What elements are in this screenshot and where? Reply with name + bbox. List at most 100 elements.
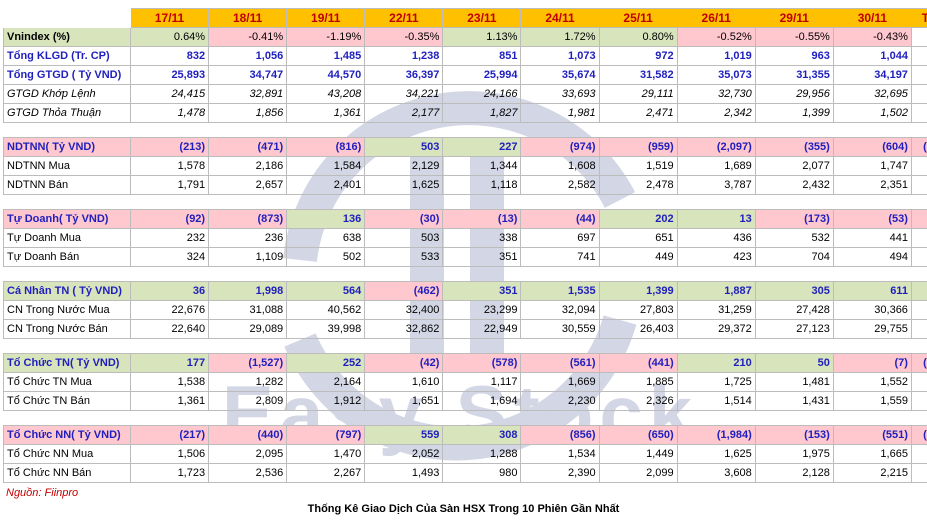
spacer-cell: [520, 266, 600, 282]
value-cell: 502: [286, 247, 366, 267]
value-cell: 1,238: [364, 46, 444, 66]
total-cell: [910, 175, 927, 195]
value-cell: 27,123: [754, 319, 834, 339]
row-label: Tổ Chức TN( Tỷ VND): [3, 353, 131, 373]
value-cell: 2,432: [754, 175, 834, 195]
row-label: CN Trong Nước Bán: [3, 319, 131, 339]
spacer-cell: [755, 338, 834, 354]
total-cell: [910, 247, 927, 267]
value-cell: 35,073: [676, 65, 756, 85]
spacer-cell: [833, 338, 912, 354]
total-cell: (5,759): [910, 137, 927, 157]
spacer-cell: [755, 266, 834, 282]
value-cell: 2,582: [520, 175, 600, 195]
source-note: Nguồn: Fiinpro: [6, 487, 79, 499]
spacer-cell: [286, 410, 365, 426]
spacer-cell: [677, 122, 756, 138]
value-cell: (2,097): [676, 137, 756, 157]
value-cell: 1,885: [598, 372, 678, 392]
spacer-row: [3, 266, 927, 282]
value-cell: 39,998: [286, 319, 366, 339]
value-cell: 449: [598, 247, 678, 267]
value-cell: (873): [208, 209, 288, 229]
value-cell: 1,506: [129, 444, 210, 464]
spacer-cell: [130, 338, 209, 354]
table-row: GTGD Khớp Lệnh 24,415 32,891 43,208 34,221 24…: [3, 84, 927, 104]
value-cell: 1,117: [442, 372, 522, 392]
row-label: NDTNN( Tỷ VND): [3, 137, 131, 157]
value-cell: 697: [520, 228, 600, 248]
value-cell: (217): [129, 425, 210, 445]
value-cell: -0.35%: [364, 27, 444, 47]
header-total: Tổng: [910, 8, 927, 28]
spacer-cell: [130, 122, 209, 138]
value-cell: 1.72%: [520, 27, 600, 47]
total-cell: [910, 84, 927, 104]
header-date: 26/11: [676, 8, 756, 28]
value-cell: (561): [520, 353, 600, 373]
spacer-row: [3, 338, 927, 354]
table-row: CN Trong Nước Bán 22,640 29,089 39,998 32,86…: [3, 319, 927, 339]
total-cell: [910, 319, 927, 339]
value-cell: (53): [832, 209, 912, 229]
value-cell: 1,975: [754, 444, 834, 464]
value-cell: 1,887: [676, 281, 756, 301]
value-cell: 29,755: [832, 319, 912, 339]
header-date: 24/11: [520, 8, 600, 28]
value-cell: 305: [754, 281, 834, 301]
value-cell: 31,259: [676, 300, 756, 320]
spacer-cell: [599, 122, 678, 138]
value-cell: 559: [364, 425, 444, 445]
value-cell: 651: [598, 228, 678, 248]
value-cell: (1,527): [208, 353, 288, 373]
table-row: Tổ Chức NN Bán 1,723 2,536 2,267 1,493 980 2,3…: [3, 463, 927, 483]
table-row: Tự Doanh Mua 232 236 638 503 338 697 651 436 532 4…: [3, 228, 927, 248]
spacer-cell: [286, 338, 365, 354]
header-date: 19/11: [286, 8, 366, 28]
spacer-cell: [3, 194, 131, 210]
value-cell: 1,073: [520, 46, 600, 66]
value-cell: (604): [832, 137, 912, 157]
value-cell: 26,403: [598, 319, 678, 339]
value-cell: 2,186: [208, 156, 288, 176]
spacer-cell: [677, 194, 756, 210]
value-cell: 34,221: [364, 84, 444, 104]
value-cell: 2,390: [520, 463, 600, 483]
row-label: NDTNN Mua: [3, 156, 131, 176]
table-row: Tự Doanh( Tỷ VND) (92) (873) 136 (30) (13) (44…: [3, 209, 927, 229]
value-cell: 32,730: [676, 84, 756, 104]
value-cell: 29,956: [754, 84, 834, 104]
row-label: NDTNN Bán: [3, 175, 131, 195]
value-cell: 1,493: [364, 463, 444, 483]
spacer-cell: [286, 194, 365, 210]
value-cell: (92): [129, 209, 210, 229]
total-cell: [910, 46, 927, 66]
value-cell: 1,118: [442, 175, 522, 195]
value-cell: 441: [832, 228, 912, 248]
value-cell: 34,197: [832, 65, 912, 85]
value-cell: 24,415: [129, 84, 210, 104]
value-cell: 1,502: [832, 103, 912, 123]
value-cell: (213): [129, 137, 210, 157]
value-cell: 40,562: [286, 300, 366, 320]
spacer-cell: [130, 194, 209, 210]
value-cell: 32,400: [364, 300, 444, 320]
total-cell: [910, 391, 927, 411]
value-cell: 1,514: [676, 391, 756, 411]
value-cell: 2,809: [208, 391, 288, 411]
value-cell: 704: [754, 247, 834, 267]
value-cell: 27,803: [598, 300, 678, 320]
header-date: 30/11: [832, 8, 912, 28]
value-cell: 741: [520, 247, 600, 267]
row-label: Vnindex (%): [3, 27, 131, 47]
value-cell: 227: [442, 137, 522, 157]
value-cell: 1,856: [208, 103, 288, 123]
value-cell: -0.52%: [676, 27, 756, 47]
value-cell: 1,689: [676, 156, 756, 176]
value-cell: 36: [129, 281, 210, 301]
spacer-cell: [364, 122, 443, 138]
spacer-row: [3, 410, 927, 426]
spacer-cell: [3, 338, 131, 354]
value-cell: (173): [754, 209, 834, 229]
table-row: NDTNN Mua 1,578 2,186 1,584 2,129 1,344 1,608 1…: [3, 156, 927, 176]
